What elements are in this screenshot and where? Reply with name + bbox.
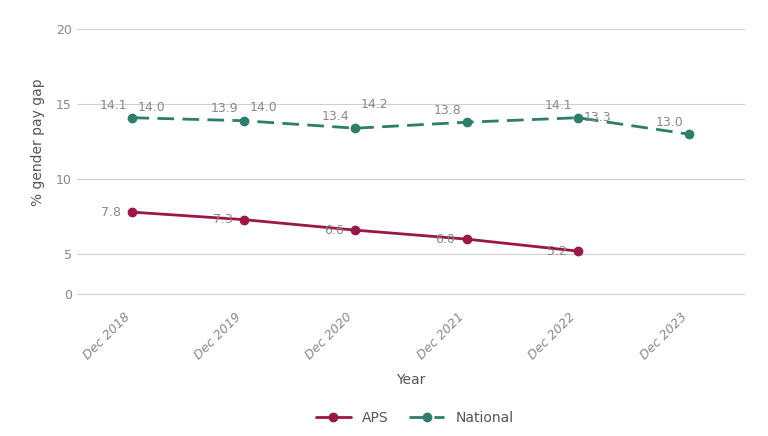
- National: [240, 118, 249, 123]
- National: [685, 132, 694, 137]
- APS: [240, 217, 249, 222]
- Text: 14.0: 14.0: [138, 101, 166, 114]
- Text: 7.3: 7.3: [213, 213, 233, 226]
- Text: 5.2: 5.2: [547, 245, 567, 258]
- Text: 14.2: 14.2: [361, 98, 389, 111]
- Line: National: National: [128, 113, 694, 138]
- Text: 6.0: 6.0: [435, 233, 455, 245]
- Text: 14.0: 14.0: [250, 101, 277, 114]
- Text: 13.9: 13.9: [210, 102, 238, 116]
- Line: APS: APS: [128, 208, 582, 255]
- APS: [462, 236, 472, 242]
- Legend: APS, National: APS, National: [316, 411, 513, 425]
- X-axis label: Year: Year: [396, 373, 425, 387]
- APS: [350, 228, 359, 233]
- Text: 14.1: 14.1: [545, 99, 572, 112]
- National: [573, 115, 583, 120]
- National: [350, 126, 359, 131]
- National: [462, 119, 472, 125]
- APS: [127, 210, 137, 215]
- Text: 6.6: 6.6: [324, 224, 344, 237]
- National: [127, 115, 137, 120]
- Text: 13.8: 13.8: [433, 104, 461, 117]
- Text: 13.4: 13.4: [322, 110, 349, 123]
- Text: 14.1: 14.1: [99, 99, 127, 112]
- Text: 13.3: 13.3: [584, 112, 611, 124]
- Y-axis label: % gender pay gap: % gender pay gap: [31, 78, 45, 205]
- Text: 13.0: 13.0: [656, 116, 684, 129]
- Text: 7.8: 7.8: [101, 206, 121, 218]
- APS: [573, 249, 583, 254]
